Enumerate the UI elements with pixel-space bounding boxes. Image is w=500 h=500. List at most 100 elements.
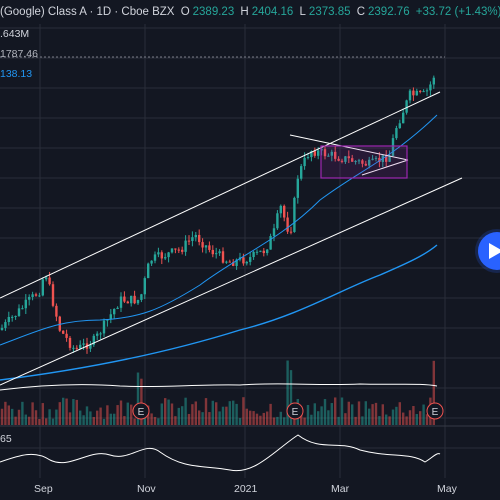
volume-bar xyxy=(58,402,61,425)
x-tick-2021: 2021 xyxy=(234,483,258,495)
candle-body xyxy=(198,234,201,243)
low-key: L xyxy=(299,6,306,18)
volume-bar xyxy=(198,410,201,425)
candle-body xyxy=(28,297,31,300)
candle-body xyxy=(371,158,374,160)
volume-bar xyxy=(310,414,313,425)
candle-body xyxy=(96,333,99,336)
candle-body xyxy=(177,249,180,251)
volume-bar xyxy=(218,411,221,425)
candle-body xyxy=(255,251,259,253)
volume-bar xyxy=(126,402,129,425)
candle-body xyxy=(82,343,85,345)
symbol-legend: (Google) Class A · 1D · Cboe BZX O 2389.2… xyxy=(0,6,500,22)
candle-body xyxy=(99,333,102,335)
earnings-marker-label: E xyxy=(138,407,145,418)
play-button[interactable] xyxy=(478,232,500,270)
volume-bar xyxy=(38,418,41,425)
volume-bar xyxy=(259,415,262,425)
volume-bar xyxy=(99,407,102,425)
candle-body xyxy=(425,90,429,92)
volume-bar xyxy=(184,397,187,425)
volume-bar xyxy=(330,403,333,425)
volume-bar xyxy=(398,402,401,425)
volume-bar xyxy=(303,417,306,425)
volume-bar xyxy=(225,406,228,425)
candle-body xyxy=(164,257,167,259)
volume-bar xyxy=(123,416,126,425)
triangle-lower xyxy=(361,159,409,176)
candle-body xyxy=(0,327,4,330)
close-key: C xyxy=(356,6,366,18)
candle-body xyxy=(385,155,388,162)
candle-body xyxy=(357,160,361,162)
x-tick-nov: Nov xyxy=(137,483,156,495)
volume-bar xyxy=(235,403,238,425)
candle-body xyxy=(38,295,41,297)
candle-body xyxy=(272,228,276,237)
candle-body xyxy=(218,251,221,254)
candle-body xyxy=(340,160,344,162)
candle-body xyxy=(405,100,408,113)
candle-body xyxy=(262,250,265,254)
x-tick-sep: Sep xyxy=(34,483,53,495)
candle-body xyxy=(368,159,371,166)
volume-bar xyxy=(34,410,38,425)
candle-body xyxy=(130,295,133,304)
volume-bar xyxy=(4,401,7,425)
volume-bar xyxy=(14,416,17,425)
earnings-marker xyxy=(426,402,444,420)
volume-bar xyxy=(41,403,44,425)
volume-bar xyxy=(361,416,364,425)
earnings-marker xyxy=(132,402,150,420)
candle-body xyxy=(140,294,143,300)
candle-body xyxy=(303,157,306,167)
candle-body xyxy=(102,320,106,334)
volume-bar xyxy=(381,404,384,425)
volume-bar xyxy=(306,404,310,425)
volume-bar xyxy=(252,411,255,425)
volume-value: .643M xyxy=(0,28,30,40)
candle-body xyxy=(136,299,140,304)
volume-bar xyxy=(269,403,272,425)
volume-bar xyxy=(432,360,435,425)
indicator-line xyxy=(0,434,441,472)
candle-body xyxy=(408,90,412,101)
channel-upper xyxy=(0,91,441,299)
candle-body xyxy=(45,277,48,280)
volume-bar xyxy=(283,417,286,425)
ma-short-line xyxy=(0,114,438,346)
candle-body xyxy=(289,231,293,233)
volume-bar xyxy=(412,405,415,425)
volume-bar xyxy=(140,378,143,425)
candle-body xyxy=(351,158,354,162)
candle-body xyxy=(249,257,252,262)
candle-body xyxy=(160,252,163,259)
volume-bar xyxy=(276,416,279,425)
candle-body xyxy=(402,112,405,124)
volume-bar xyxy=(17,409,21,425)
candle-body xyxy=(174,248,177,250)
candle-body xyxy=(323,149,327,157)
volume-bar xyxy=(204,398,208,425)
candle-body xyxy=(21,308,24,310)
candle-body xyxy=(293,197,296,232)
candle-body xyxy=(187,240,191,242)
play-icon xyxy=(489,243,500,259)
candle-body xyxy=(242,257,245,264)
volume-bar xyxy=(323,399,327,425)
candle-body xyxy=(398,123,401,129)
volume-bar xyxy=(266,411,269,425)
candle-body xyxy=(184,240,187,252)
earnings-marker-label: E xyxy=(432,407,439,418)
volume-bar xyxy=(262,412,265,425)
volume-bar xyxy=(164,398,167,425)
volume-bar xyxy=(334,397,337,425)
volume-bar xyxy=(72,399,75,425)
volume-bar xyxy=(201,412,204,425)
volume-bar xyxy=(378,416,381,425)
volume-bar xyxy=(272,417,276,425)
volume-bar xyxy=(388,416,391,425)
